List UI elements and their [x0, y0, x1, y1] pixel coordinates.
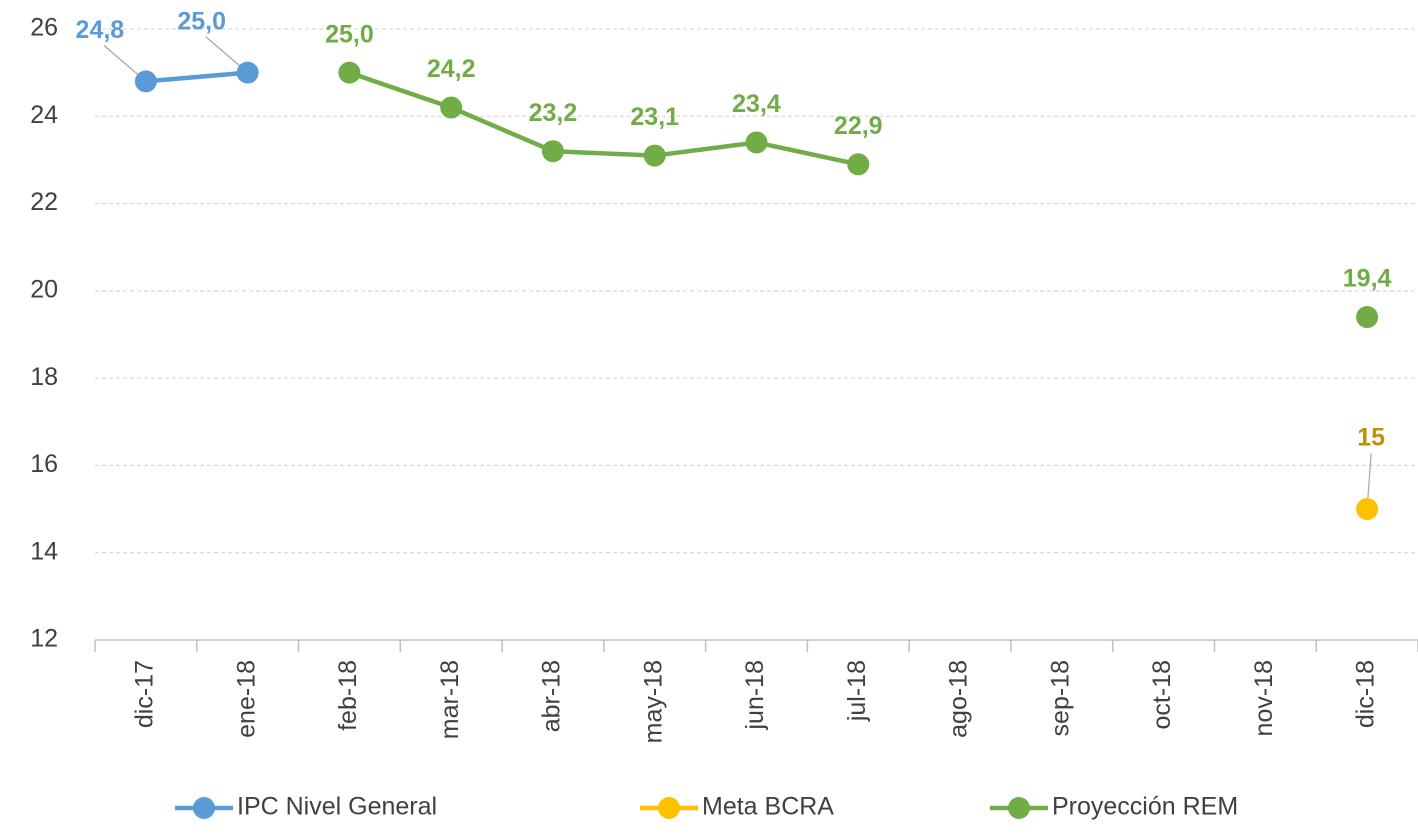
x-tick-label: abr-18	[538, 660, 566, 732]
y-tick-label: 22	[30, 188, 58, 216]
y-tick-label: 24	[30, 101, 58, 129]
legend-label: Meta BCRA	[702, 793, 834, 821]
y-tick-label: 18	[30, 363, 58, 391]
point	[440, 96, 463, 119]
x-tick-label: oct-18	[1148, 660, 1176, 729]
x-tick-label: dic-18	[1352, 660, 1380, 728]
x-tick-label: ago-18	[945, 660, 973, 738]
y-tick-label: 12	[30, 625, 58, 653]
data-label: 25,0	[325, 20, 374, 48]
x-tick-label: feb-18	[334, 660, 362, 731]
x-tick-label: mar-18	[436, 660, 464, 739]
legend-marker	[193, 797, 215, 819]
data-label: 22,9	[834, 112, 883, 140]
data-label: 23,4	[732, 90, 781, 118]
x-tick-label: dic-17	[130, 660, 158, 728]
legend-label: IPC Nivel General	[237, 793, 437, 821]
data-label: 24,2	[427, 55, 476, 83]
point	[847, 153, 870, 176]
point	[236, 61, 259, 84]
y-tick-label: 20	[30, 275, 58, 303]
x-tick-label: ene-18	[232, 660, 260, 738]
legend-marker	[658, 797, 680, 819]
data-label: 15	[1357, 424, 1385, 452]
series-line	[348, 70, 859, 167]
point	[643, 144, 666, 167]
data-label: 23,2	[529, 99, 578, 127]
data-label: 25,0	[177, 7, 226, 35]
point	[541, 140, 564, 163]
x-tick-label: nov-18	[1250, 660, 1278, 736]
legend-label: Proyección REM	[1052, 793, 1238, 821]
series-line	[145, 70, 248, 84]
point	[1356, 306, 1379, 329]
y-tick-label: 26	[30, 14, 58, 42]
legend-marker	[1008, 797, 1030, 819]
x-tick-label: jun-18	[741, 660, 769, 731]
data-label: 23,1	[630, 103, 679, 131]
y-tick-label: 14	[30, 537, 58, 565]
point	[134, 70, 157, 93]
point	[1356, 498, 1379, 521]
x-tick-label: sep-18	[1046, 660, 1074, 736]
x-tick-label: may-18	[639, 660, 667, 743]
y-tick-label: 16	[30, 450, 58, 478]
data-label: 24,8	[76, 16, 125, 44]
point	[745, 131, 768, 154]
data-label: 19,4	[1343, 265, 1392, 293]
point	[338, 61, 361, 84]
x-tick-label: jul-18	[843, 660, 871, 722]
